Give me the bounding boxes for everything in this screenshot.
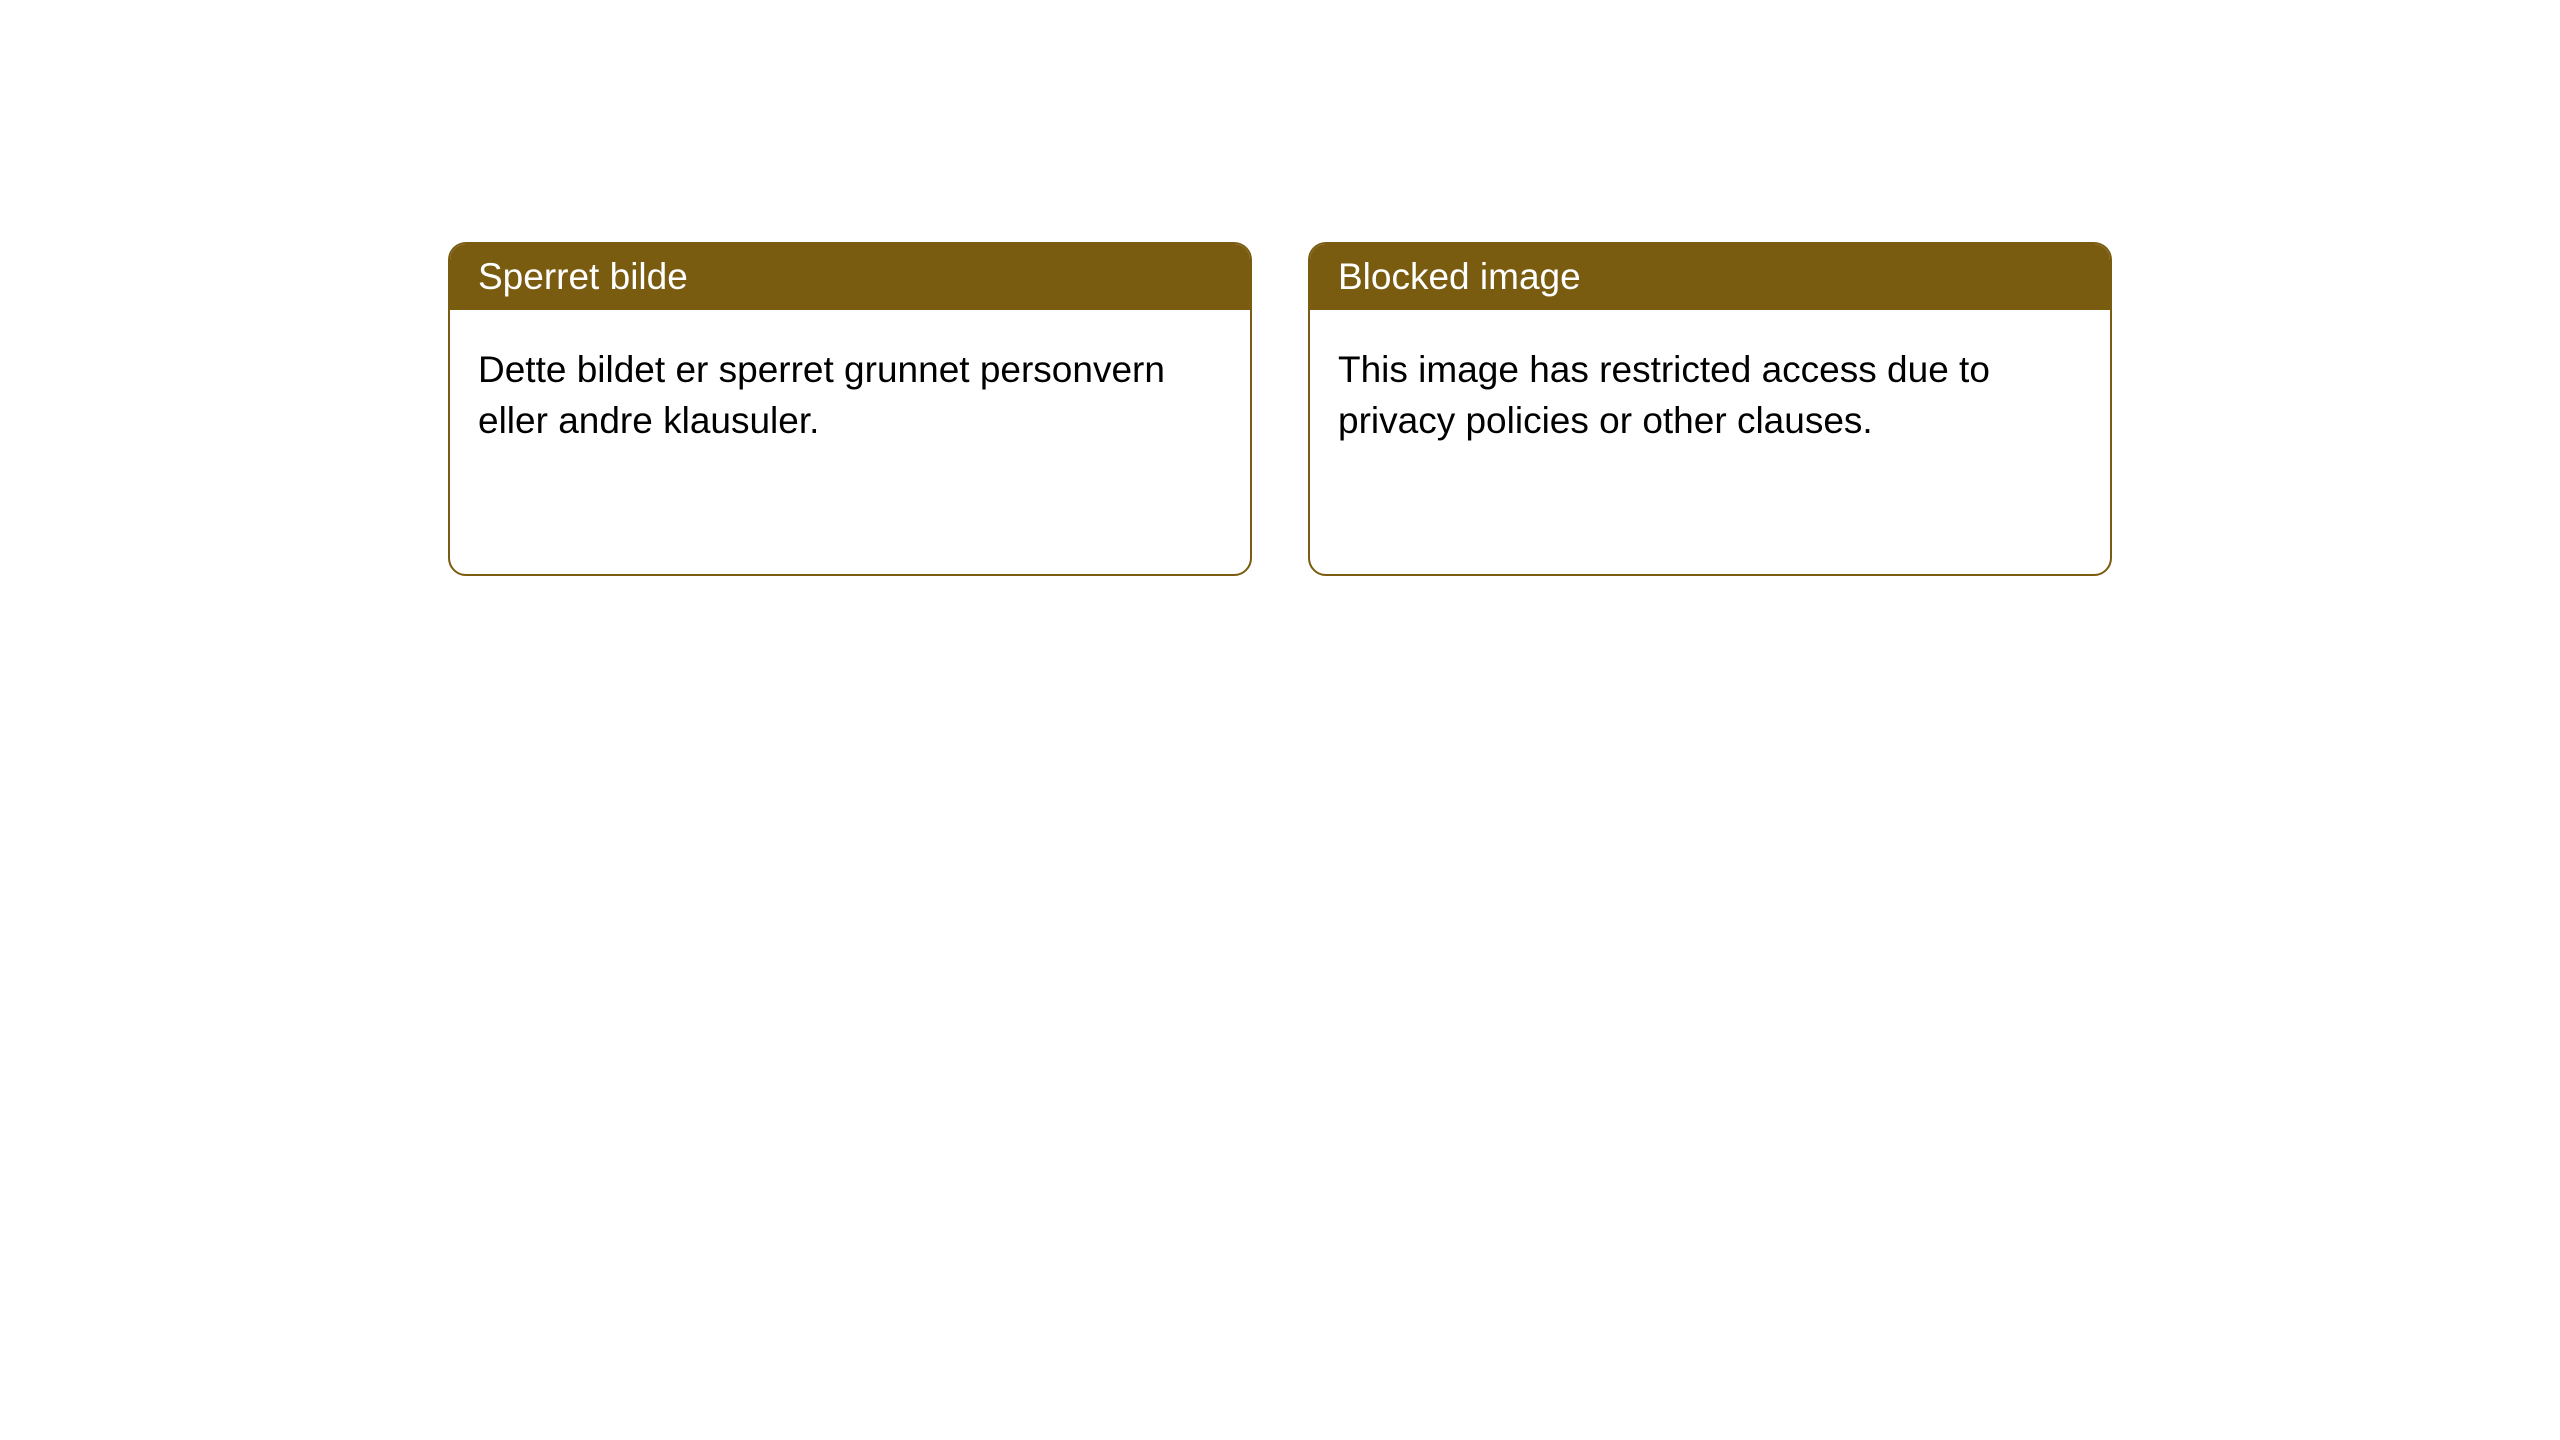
notice-body: Dette bildet er sperret grunnet personve…	[450, 310, 1250, 480]
notice-body: This image has restricted access due to …	[1310, 310, 2110, 480]
notice-header: Blocked image	[1310, 244, 2110, 310]
notice-card-english: Blocked image This image has restricted …	[1308, 242, 2112, 576]
notice-title: Blocked image	[1338, 256, 1581, 297]
notice-text: This image has restricted access due to …	[1338, 349, 1990, 441]
notice-card-norwegian: Sperret bilde Dette bildet er sperret gr…	[448, 242, 1252, 576]
notice-title: Sperret bilde	[478, 256, 688, 297]
notice-header: Sperret bilde	[450, 244, 1250, 310]
notice-text: Dette bildet er sperret grunnet personve…	[478, 349, 1165, 441]
notice-container: Sperret bilde Dette bildet er sperret gr…	[0, 0, 2560, 576]
